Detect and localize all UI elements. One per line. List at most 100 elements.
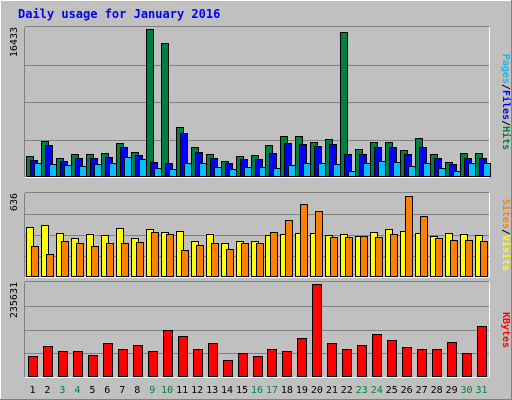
legend-files: Files — [500, 90, 512, 120]
bar-kbytes-day-5 — [88, 355, 98, 377]
bar-pages-day-25 — [393, 162, 401, 177]
bar-pages-day-9 — [154, 168, 162, 177]
bar-sites-day-9 — [151, 232, 159, 277]
legend: Pages/Files/Hits — [500, 54, 512, 150]
bar-sites-day-2 — [46, 254, 54, 277]
bar-sites-day-17 — [270, 232, 278, 277]
bar-pages-day-30 — [468, 163, 476, 177]
bar-kbytes-day-6 — [103, 343, 113, 377]
bar-pages-day-11 — [184, 163, 192, 177]
day-label: 4 — [74, 385, 80, 396]
day-label: 3 — [59, 385, 65, 396]
legend-separator: / — [500, 120, 511, 126]
bar-kbytes-day-27 — [417, 349, 427, 377]
bar-visits-day-2 — [41, 225, 49, 277]
legend: KBytes — [500, 312, 511, 348]
bar-hits-day-10 — [161, 43, 169, 177]
panel-hits-files-pages: 16433 Pages/Files/Hits — [9, 26, 512, 178]
bar-sites-day-22 — [345, 237, 353, 277]
bar-kbytes-day-18 — [282, 351, 292, 377]
bar-kbytes-day-7 — [118, 349, 128, 377]
bar-pages-day-26 — [408, 166, 416, 177]
day-label: 26 — [401, 385, 413, 396]
bar-kbytes-day-14 — [223, 360, 233, 377]
legend-separator: / — [500, 229, 511, 235]
bar-sites-day-8 — [136, 242, 144, 277]
bar-kbytes-day-3 — [58, 351, 68, 377]
bar-kbytes-day-31 — [477, 326, 487, 377]
bar-sites-day-26 — [405, 196, 413, 277]
bar-sites-day-24 — [375, 237, 383, 277]
bar-sites-day-29 — [450, 240, 458, 277]
day-label: 1 — [29, 385, 35, 396]
bar-pages-day-18 — [288, 165, 296, 177]
bar-pages-day-22 — [348, 171, 356, 177]
bar-pages-day-20 — [318, 163, 326, 177]
day-label: 2 — [44, 385, 50, 396]
legend-sites: Sites — [500, 199, 512, 229]
legend-separator: / — [500, 84, 511, 90]
day-label: 22 — [341, 385, 353, 396]
day-label: 27 — [416, 385, 428, 396]
bar-sites-day-18 — [285, 220, 293, 277]
bar-kbytes-day-30 — [462, 353, 472, 377]
bar-kbytes-day-24 — [372, 334, 382, 377]
bar-sites-day-15 — [241, 243, 249, 277]
bar-sites-day-28 — [435, 238, 443, 277]
bar-sites-day-7 — [121, 243, 129, 277]
bar-sites-day-13 — [211, 243, 219, 277]
bar-pages-day-21 — [333, 164, 341, 177]
bar-sites-day-10 — [166, 234, 174, 277]
bar-pages-day-1 — [34, 163, 42, 177]
day-label: 25 — [386, 385, 398, 396]
bar-sites-day-1 — [31, 246, 39, 277]
bar-kbytes-day-13 — [208, 343, 218, 377]
bar-pages-day-6 — [109, 163, 117, 177]
bar-sites-day-3 — [61, 241, 69, 277]
day-label: 30 — [461, 385, 473, 396]
bar-kbytes-day-22 — [342, 349, 352, 377]
bar-kbytes-day-17 — [267, 349, 277, 377]
bar-pages-day-8 — [139, 159, 147, 177]
bar-sites-day-12 — [196, 245, 204, 277]
y-max-label: 235631 — [9, 282, 20, 318]
bar-kbytes-day-2 — [43, 346, 53, 377]
bar-pages-day-27 — [423, 163, 431, 177]
bar-pages-day-23 — [363, 163, 371, 177]
day-label: 21 — [326, 385, 338, 396]
bar-kbytes-day-1 — [28, 356, 38, 377]
bar-sites-day-14 — [226, 249, 234, 277]
bar-pages-day-14 — [229, 169, 237, 177]
bar-kbytes-day-4 — [73, 351, 83, 377]
bar-pages-day-15 — [244, 167, 252, 177]
bar-kbytes-day-15 — [238, 353, 248, 377]
bar-pages-day-17 — [273, 168, 281, 177]
bar-kbytes-day-11 — [178, 336, 188, 377]
day-label: 16 — [251, 385, 263, 396]
bar-kbytes-day-16 — [253, 356, 263, 377]
bar-pages-day-3 — [64, 165, 72, 177]
bar-kbytes-day-19 — [297, 338, 307, 377]
bar-pages-day-4 — [79, 166, 87, 177]
day-label: 20 — [311, 385, 323, 396]
day-label: 10 — [161, 385, 173, 396]
bar-pages-day-13 — [214, 167, 222, 177]
bar-pages-day-10 — [169, 169, 177, 177]
bar-kbytes-day-20 — [312, 284, 322, 377]
day-label: 7 — [119, 385, 125, 396]
bar-pages-day-2 — [49, 164, 57, 177]
bar-kbytes-day-23 — [357, 345, 367, 377]
day-label: 5 — [89, 385, 95, 396]
day-label: 12 — [191, 385, 203, 396]
bar-pages-day-5 — [94, 164, 102, 177]
legend-hits: Hits — [500, 126, 512, 150]
bar-kbytes-day-10 — [163, 330, 173, 377]
day-label: 18 — [281, 385, 293, 396]
bar-sites-day-19 — [300, 204, 308, 277]
day-label: 23 — [356, 385, 368, 396]
bar-sites-day-31 — [480, 241, 488, 277]
day-label: 8 — [134, 385, 140, 396]
y-max-label: 16433 — [9, 27, 20, 57]
